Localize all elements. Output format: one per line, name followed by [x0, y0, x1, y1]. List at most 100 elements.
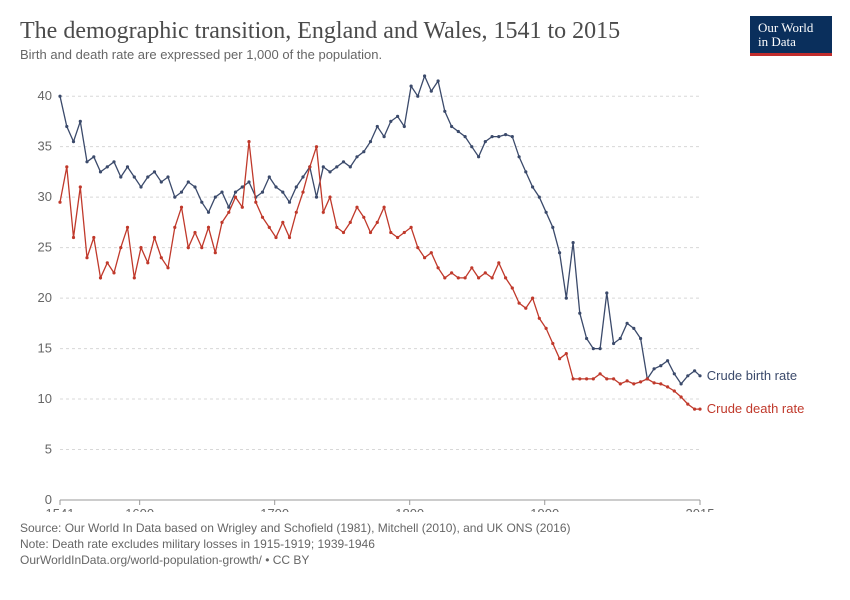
series-marker-death	[85, 256, 88, 259]
series-marker-death	[524, 307, 527, 310]
series-marker-birth	[187, 180, 190, 183]
series-marker-birth	[288, 201, 291, 204]
series-marker-birth	[247, 180, 250, 183]
series-marker-death	[389, 231, 392, 234]
series-marker-death	[369, 231, 372, 234]
series-marker-birth	[112, 160, 115, 163]
owid-logo: Our World in Data	[750, 16, 832, 56]
series-marker-birth	[612, 342, 615, 345]
y-tick-label: 15	[38, 341, 52, 356]
series-marker-birth	[680, 382, 683, 385]
series-marker-death	[578, 377, 581, 380]
series-marker-birth	[315, 196, 318, 199]
series-marker-death	[234, 196, 237, 199]
footer-source: Source: Our World In Data based on Wrigl…	[20, 520, 830, 536]
series-marker-birth	[193, 185, 196, 188]
footer-note: Note: Death rate excludes military losse…	[20, 536, 830, 552]
series-marker-birth	[200, 201, 203, 204]
series-marker-birth	[592, 347, 595, 350]
series-marker-birth	[328, 170, 331, 173]
series-marker-death	[295, 211, 298, 214]
series-marker-death	[315, 145, 318, 148]
series-marker-birth	[153, 170, 156, 173]
series-marker-death	[99, 276, 102, 279]
series-marker-birth	[383, 135, 386, 138]
series-marker-birth	[99, 170, 102, 173]
series-marker-death	[477, 276, 480, 279]
series-marker-birth	[653, 367, 656, 370]
series-line-birth	[60, 76, 700, 384]
series-marker-death	[416, 246, 419, 249]
series-marker-death	[443, 276, 446, 279]
series-marker-death	[646, 377, 649, 380]
series-marker-death	[180, 206, 183, 209]
series-marker-birth	[698, 374, 701, 377]
series-marker-birth	[437, 79, 440, 82]
series-marker-birth	[119, 175, 122, 178]
series-marker-death	[504, 276, 507, 279]
series-marker-birth	[605, 291, 608, 294]
series-marker-birth	[160, 180, 163, 183]
chart-container: The demographic transition, England and …	[0, 0, 850, 600]
series-marker-death	[599, 372, 602, 375]
header: The demographic transition, England and …	[20, 18, 830, 62]
series-marker-death	[187, 246, 190, 249]
series-marker-death	[193, 231, 196, 234]
series-marker-death	[133, 276, 136, 279]
series-marker-birth	[376, 125, 379, 128]
y-tick-label: 0	[45, 492, 52, 507]
series-marker-birth	[92, 155, 95, 158]
series-marker-death	[200, 246, 203, 249]
series-marker-birth	[410, 85, 413, 88]
y-tick-label: 10	[38, 391, 52, 406]
chart-svg: 0510152025303540154116001700180019002015…	[20, 72, 830, 512]
series-marker-birth	[207, 211, 210, 214]
series-marker-birth	[518, 155, 521, 158]
series-marker-birth	[214, 196, 217, 199]
series-marker-death	[119, 246, 122, 249]
series-marker-death	[58, 201, 61, 204]
series-marker-birth	[545, 211, 548, 214]
series-marker-birth	[632, 327, 635, 330]
series-marker-birth	[79, 120, 82, 123]
series-marker-death	[65, 165, 68, 168]
series-marker-birth	[511, 135, 514, 138]
series-marker-death	[673, 389, 676, 392]
series-marker-birth	[572, 241, 575, 244]
series-marker-death	[274, 236, 277, 239]
series-marker-birth	[599, 347, 602, 350]
series-marker-death	[112, 271, 115, 274]
chart-title: The demographic transition, England and …	[20, 18, 830, 45]
series-marker-death	[511, 286, 514, 289]
series-marker-death	[585, 377, 588, 380]
series-marker-death	[261, 216, 264, 219]
footer-link: OurWorldInData.org/world-population-grow…	[20, 552, 830, 568]
series-marker-birth	[659, 364, 662, 367]
series-marker-death	[254, 201, 257, 204]
series-marker-death	[146, 261, 149, 264]
series-marker-death	[207, 226, 210, 229]
series-marker-death	[538, 317, 541, 320]
y-tick-label: 5	[45, 442, 52, 457]
x-tick-label: 1800	[395, 506, 424, 512]
chart-area: 0510152025303540154116001700180019002015…	[20, 72, 830, 512]
series-marker-birth	[497, 135, 500, 138]
series-marker-death	[79, 185, 82, 188]
series-marker-death	[551, 342, 554, 345]
series-marker-death	[484, 271, 487, 274]
series-marker-death	[653, 381, 656, 384]
series-marker-death	[166, 266, 169, 269]
series-marker-birth	[126, 165, 129, 168]
series-marker-birth	[457, 130, 460, 133]
series-marker-birth	[65, 125, 68, 128]
series-marker-birth	[524, 170, 527, 173]
y-tick-label: 30	[38, 189, 52, 204]
series-marker-death	[698, 408, 701, 411]
series-marker-birth	[416, 95, 419, 98]
series-marker-birth	[322, 165, 325, 168]
series-marker-death	[268, 226, 271, 229]
series-marker-death	[659, 382, 662, 385]
series-marker-death	[106, 261, 109, 264]
series-marker-death	[308, 165, 311, 168]
series-marker-birth	[693, 369, 696, 372]
